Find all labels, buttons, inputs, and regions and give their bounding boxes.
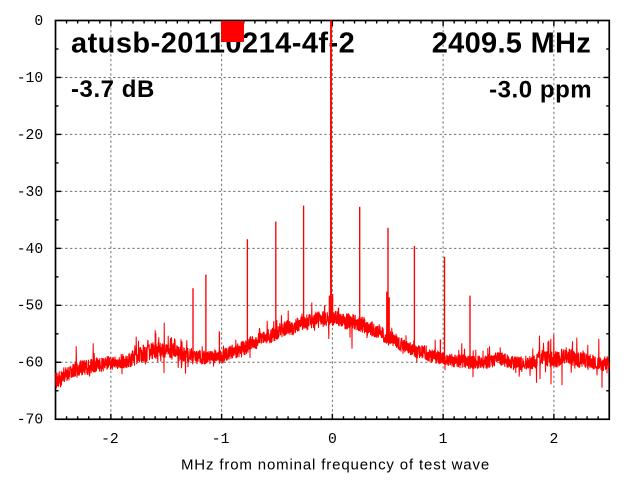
svg-text:-50: -50 [17,299,43,315]
svg-text:-60: -60 [17,356,43,372]
svg-text:-40: -40 [17,242,43,258]
svg-text:-3.7 dB: -3.7 dB [71,76,155,103]
svg-text:-30: -30 [17,185,43,201]
svg-text:-1: -1 [212,432,230,448]
svg-text:atusb-20110214-4f-2: atusb-20110214-4f-2 [71,27,355,59]
svg-text:-10: -10 [17,71,43,87]
svg-text:0: 0 [328,432,337,448]
svg-text:0: 0 [34,14,43,30]
svg-text:-3.0 ppm: -3.0 ppm [489,77,592,104]
svg-text:-20: -20 [17,128,43,144]
svg-text:-2: -2 [101,432,119,448]
svg-text:-70: -70 [17,413,43,429]
svg-text:2: 2 [549,432,558,448]
svg-text:2409.5 MHz: 2409.5 MHz [432,27,591,59]
svg-text:1: 1 [439,432,448,448]
svg-text:MHz from nominal frequency of: MHz from nominal frequency of test wave [181,457,490,474]
